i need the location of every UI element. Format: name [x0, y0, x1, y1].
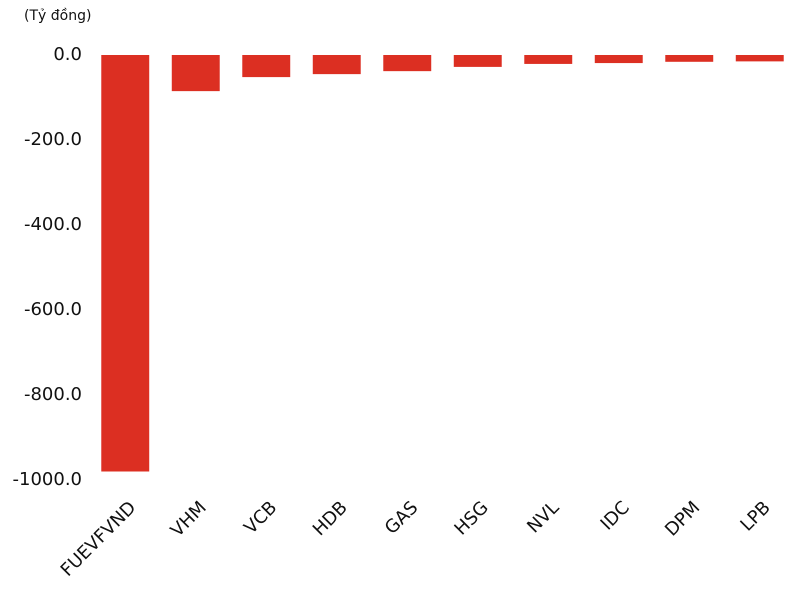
- y-tick-label: -1000.0: [13, 469, 82, 490]
- bar: [665, 55, 714, 62]
- x-tick-label: FUEVFVND: [57, 497, 141, 581]
- y-tick-label: -600.0: [24, 299, 82, 320]
- bar: [171, 55, 220, 92]
- x-tick-label: VCB: [240, 497, 281, 538]
- bar: [312, 55, 361, 75]
- bar: [594, 55, 643, 64]
- y-tick-label: -400.0: [24, 214, 82, 235]
- bar: [383, 55, 432, 72]
- x-tick-label: GAS: [381, 497, 422, 538]
- bar: [735, 55, 784, 62]
- bar: [101, 55, 150, 472]
- y-tick-label: 0.0: [53, 44, 82, 65]
- y-tick-label: -800.0: [24, 384, 82, 405]
- bar: [242, 55, 291, 78]
- x-tick-label: HSG: [450, 497, 492, 539]
- x-tick-label: HDB: [309, 497, 352, 540]
- bar: [453, 55, 502, 67]
- bar: [524, 55, 573, 64]
- y-axis-label: (Tỷ đồng): [24, 7, 91, 24]
- x-tick-label: NVL: [523, 497, 563, 537]
- y-tick-label: -200.0: [24, 129, 82, 150]
- x-tick-label: DPM: [661, 497, 704, 540]
- x-tick-label: LPB: [736, 497, 774, 535]
- x-tick-label: IDC: [597, 497, 634, 534]
- x-tick-label: VHM: [167, 497, 211, 541]
